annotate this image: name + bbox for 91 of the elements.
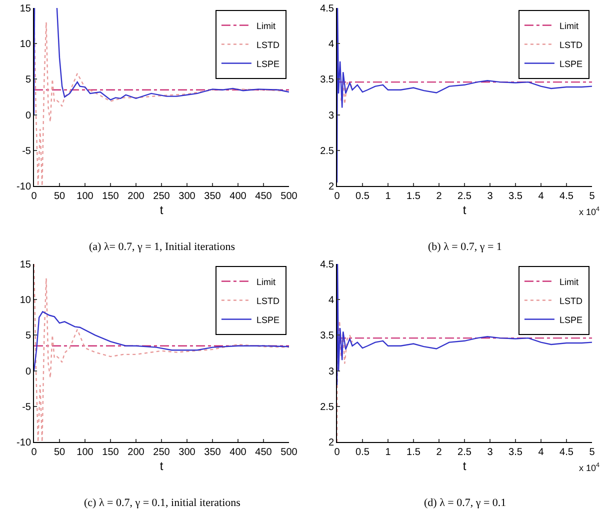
x-tick-label: 3 xyxy=(487,191,494,202)
x-tick-label: 450 xyxy=(255,447,272,458)
legend-label: LSPE xyxy=(559,58,582,69)
legend-label: Limit xyxy=(256,276,276,287)
x-tick-label: 450 xyxy=(255,191,272,202)
x-tick-label: 250 xyxy=(153,447,170,458)
x-tick-label: 4.5 xyxy=(560,191,574,202)
y-tick-label: 5 xyxy=(25,330,32,342)
x-axis-title: t xyxy=(462,202,467,217)
line-series xyxy=(337,8,592,184)
x-tick-label: 3.5 xyxy=(508,447,523,458)
x-tick-label: 300 xyxy=(178,447,196,458)
y-tick-label: 4 xyxy=(328,39,334,50)
y-tick-label: 2 xyxy=(328,438,334,448)
legend-label: LSPE xyxy=(559,314,582,325)
y-tick-label: 3 xyxy=(328,110,334,122)
legend-label: LSTD xyxy=(256,296,280,306)
x-axis-title: t xyxy=(160,202,164,217)
x-tick-label: 50 xyxy=(54,191,66,202)
y-tick-label: 2 xyxy=(328,182,334,192)
x-tick-label: 0.5 xyxy=(356,447,370,458)
x-tick-label: 4 xyxy=(538,447,544,458)
x-tick-label: 150 xyxy=(102,191,120,202)
text: (d) λ = 0.7, γ = 0.1 xyxy=(424,497,506,509)
text: (b) λ = 0.7, γ = 1 xyxy=(428,241,502,253)
legend-label: Limit xyxy=(559,20,579,31)
x-tick-label: 2.5 xyxy=(458,191,472,202)
x-tick-label: 3.5 xyxy=(508,191,523,202)
x-tick-label: 150 xyxy=(102,447,120,458)
y-tick-label: 10 xyxy=(20,39,32,50)
x-tick-label: 50 xyxy=(54,447,66,458)
legend-label: LSTD xyxy=(256,40,280,50)
x-tick-label: 100 xyxy=(76,447,94,458)
x-tick-label: 250 xyxy=(153,191,170,202)
y-tick-label: 2.5 xyxy=(320,402,334,413)
x-tick-label: 2 xyxy=(436,191,442,202)
legend-label: Limit xyxy=(559,276,579,287)
x-tick-label: 2.5 xyxy=(458,447,472,458)
y-tick-label: -10 xyxy=(16,438,32,448)
y-tick-label: 10 xyxy=(20,295,32,306)
y-tick-label: 3 xyxy=(328,366,334,378)
legend-label: LSPE xyxy=(256,58,280,69)
x-tick-label: 400 xyxy=(230,191,247,202)
y-tick-label: 2.5 xyxy=(320,146,334,157)
y-tick-label: -5 xyxy=(22,146,32,157)
x-tick-label: 400 xyxy=(230,447,247,458)
x-axis-title: t xyxy=(462,458,467,473)
y-tick-label: 0 xyxy=(25,110,32,122)
legend-label: LSTD xyxy=(559,296,583,306)
x-tick-label: 200 xyxy=(128,191,145,202)
y-tick-label: -5 xyxy=(22,402,32,413)
y-tick-label: 3.5 xyxy=(320,330,334,342)
x-tick-label: 300 xyxy=(178,191,196,202)
y-tick-label: 15 xyxy=(20,4,32,14)
y-tick-label: 15 xyxy=(20,260,32,270)
line-series xyxy=(337,264,592,386)
y-tick-label: 0 xyxy=(25,366,32,378)
x-tick-label: 100 xyxy=(76,191,94,202)
x-tick-label: 500 xyxy=(280,447,298,458)
line-series xyxy=(34,264,289,442)
line-series xyxy=(337,320,353,442)
legend-label: Limit xyxy=(256,20,276,31)
x-tick-label: 4 xyxy=(538,191,544,202)
x-tick-label: 0.5 xyxy=(356,191,370,202)
x-tick-label: 1 xyxy=(385,447,392,458)
x-tick-label: 2 xyxy=(436,447,442,458)
legend-label: LSTD xyxy=(559,40,583,50)
legend-label: LSPE xyxy=(256,314,280,325)
x-tick-label: 4.5 xyxy=(560,447,574,458)
y-tick-label: -10 xyxy=(16,182,32,192)
x-tick-label: 3 xyxy=(487,447,494,458)
x-tick-label: 350 xyxy=(204,191,222,202)
x-tick-label: 1.5 xyxy=(406,191,421,202)
line-series xyxy=(34,311,289,372)
x-tick-label: 500 xyxy=(280,191,298,202)
text: x 10$^{4}$ xyxy=(579,462,600,473)
x-tick-label: 1.5 xyxy=(406,447,421,458)
y-tick-label: 5 xyxy=(25,74,32,86)
x-axis-title: t xyxy=(160,458,164,473)
text: (c) λ = 0.7, γ = 0.1, initial iterations xyxy=(84,497,240,509)
x-tick-label: 200 xyxy=(128,447,145,458)
y-tick-label: 3.5 xyxy=(320,74,334,86)
y-tick-label: 4.5 xyxy=(320,4,334,14)
y-tick-label: 4 xyxy=(328,295,334,306)
x-tick-label: 5 xyxy=(589,191,596,202)
text: (a) λ= 0.7, γ = 1, Initial iterations xyxy=(89,241,236,253)
x-tick-label: 1 xyxy=(385,191,392,202)
x-tick-label: 350 xyxy=(204,447,222,458)
text: x 10$^{4}$ xyxy=(579,206,600,217)
y-tick-label: 4.5 xyxy=(320,260,334,270)
x-tick-label: 5 xyxy=(589,447,596,458)
